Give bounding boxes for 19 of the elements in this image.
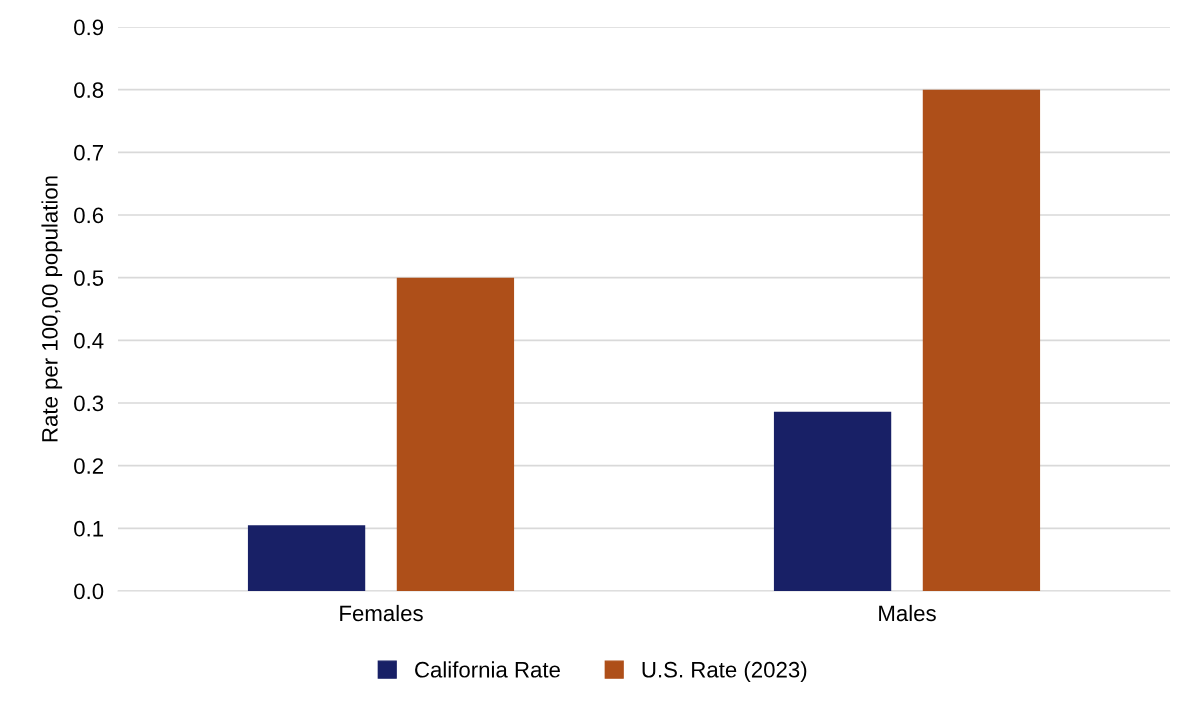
x-tick-label: Females <box>340 604 423 622</box>
y-tick-label: 0.3 <box>74 395 104 412</box>
bar <box>922 89 1041 591</box>
y-tick-label: 0.9 <box>74 19 104 36</box>
y-tick-label: 0.7 <box>74 144 103 161</box>
bar <box>247 525 366 591</box>
y-tick-label: 0.4 <box>74 332 104 349</box>
y-tick-label: 0.2 <box>74 458 103 474</box>
y-tick-label: 0.8 <box>74 82 104 98</box>
legend-label: California Rate <box>415 661 560 678</box>
legend-label: U.S. Rate (2023) <box>642 661 807 682</box>
x-tick-label: Males <box>879 604 936 622</box>
y-tick-label: 0.5 <box>74 270 104 286</box>
y-tick-label: 0.0 <box>74 583 104 600</box>
y-tick-label: 0.1 <box>74 520 104 537</box>
bar <box>773 411 892 591</box>
bar <box>396 277 515 591</box>
y-tick-label: 0.6 <box>74 207 104 224</box>
y-axis-title: Rate per 100,00 population <box>41 176 63 442</box>
